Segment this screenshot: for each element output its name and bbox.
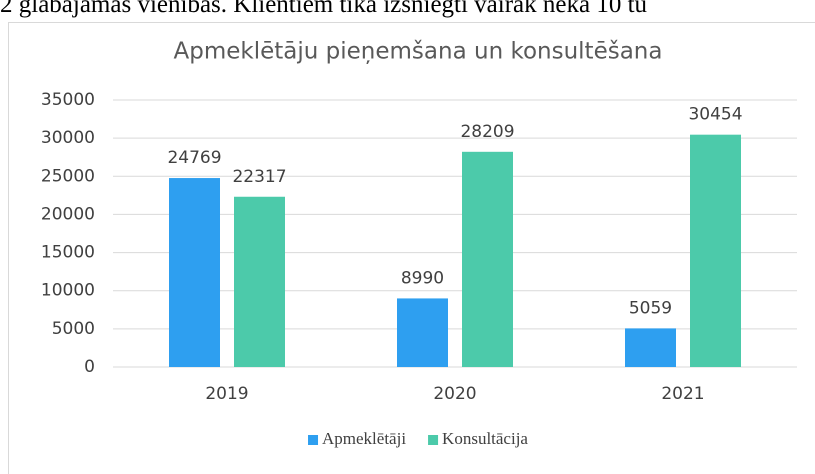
bar <box>234 196 285 367</box>
y-tick-label: 0 <box>84 357 95 377</box>
x-tick-label: 2020 <box>433 384 476 404</box>
document-text: 2 glabājamās vienības. Klientiem tika iz… <box>0 0 648 18</box>
y-tick-label: 25000 <box>41 166 95 186</box>
data-label: 8990 <box>401 268 444 288</box>
legend-label: Apmeklētāji <box>322 429 406 448</box>
y-tick-label: 30000 <box>41 128 95 148</box>
data-label: 5059 <box>629 298 672 318</box>
bar <box>690 134 741 367</box>
y-tick-label: 10000 <box>41 281 95 301</box>
data-label: 30454 <box>688 105 742 125</box>
data-label: 24769 <box>167 148 221 168</box>
y-tick-label: 35000 <box>41 90 95 110</box>
data-label: 28209 <box>460 122 514 142</box>
bar <box>462 151 513 367</box>
chart-title: Apmeklētāju pieņemšana un konsultēšana <box>174 39 663 65</box>
legend-label: Konsultācija <box>442 429 528 448</box>
chart-border <box>8 22 815 474</box>
y-tick-label: 20000 <box>41 204 95 224</box>
x-tick-label: 2021 <box>661 384 704 404</box>
y-tick-label: 5000 <box>52 319 95 339</box>
bar <box>169 178 220 367</box>
x-tick-label: 2019 <box>205 384 248 404</box>
bar <box>625 328 676 367</box>
y-tick-label: 15000 <box>41 243 95 263</box>
bar <box>397 298 448 367</box>
data-label: 22317 <box>232 167 286 187</box>
legend-swatch <box>308 435 319 445</box>
legend-swatch <box>428 435 439 445</box>
